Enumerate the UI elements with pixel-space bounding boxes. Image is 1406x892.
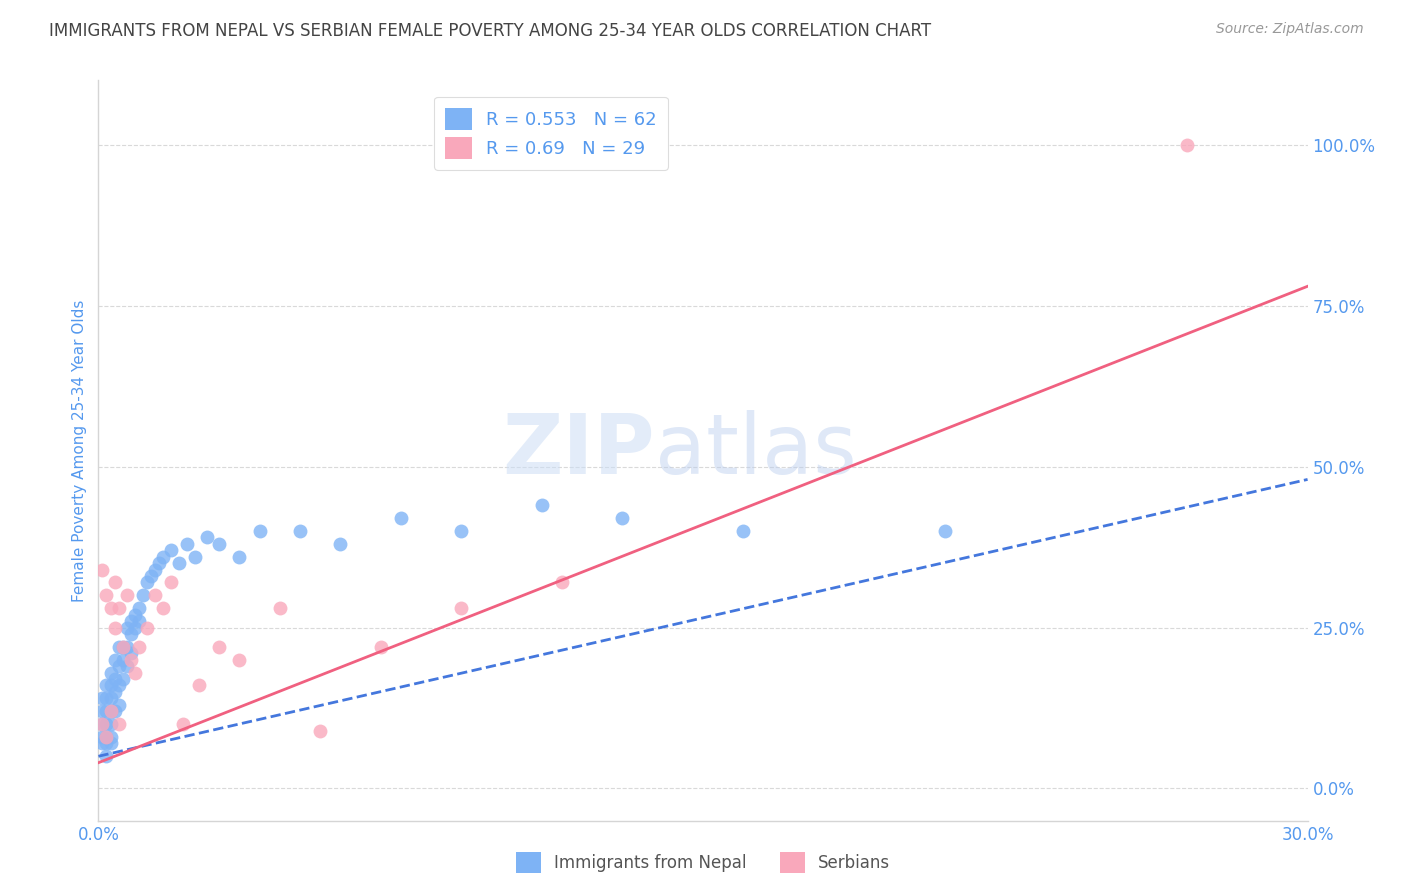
Point [100, 704, 122, 718]
Point [188, 678, 211, 692]
Point [124, 665, 146, 680]
Point [103, 620, 125, 634]
Point [111, 653, 134, 667]
Point [91, 736, 114, 750]
Point [100, 691, 122, 706]
Point [172, 717, 194, 731]
Point [103, 704, 125, 718]
Point [120, 614, 142, 628]
Point [128, 614, 150, 628]
Point [269, 601, 291, 615]
Point [228, 549, 250, 564]
Legend: R = 0.553   N = 62, R = 0.69   N = 29: R = 0.553 N = 62, R = 0.69 N = 29 [434, 96, 668, 169]
Point [208, 537, 231, 551]
Text: atlas: atlas [655, 410, 856, 491]
Point [176, 537, 198, 551]
Point [91, 563, 114, 577]
Point [160, 575, 183, 590]
Point [115, 640, 138, 654]
Point [128, 601, 150, 615]
Point [329, 537, 352, 551]
Point [96, 730, 118, 744]
Point [107, 698, 129, 712]
Point [96, 588, 118, 602]
Point [100, 665, 122, 680]
Point [160, 543, 183, 558]
Point [135, 575, 157, 590]
Point [103, 653, 125, 667]
Point [139, 569, 162, 583]
Point [733, 524, 755, 538]
Point [124, 607, 146, 622]
Point [111, 640, 134, 654]
Point [135, 620, 157, 634]
Point [143, 588, 166, 602]
Point [132, 588, 155, 602]
Point [100, 717, 122, 731]
Point [120, 653, 142, 667]
Point [128, 640, 150, 654]
Point [124, 620, 146, 634]
Point [107, 659, 129, 673]
Point [309, 723, 332, 738]
Point [96, 730, 118, 744]
Point [152, 549, 174, 564]
Point [100, 736, 122, 750]
Point [100, 730, 122, 744]
Point [111, 672, 134, 686]
Y-axis label: Female Poverty Among 25-34 Year Olds: Female Poverty Among 25-34 Year Olds [72, 300, 87, 601]
Point [370, 640, 392, 654]
Point [96, 736, 118, 750]
Point [184, 549, 207, 564]
Point [120, 646, 142, 660]
Point [96, 691, 118, 706]
Point [91, 691, 114, 706]
Point [389, 511, 412, 525]
Point [934, 524, 956, 538]
Point [450, 601, 472, 615]
Point [228, 653, 250, 667]
Point [91, 730, 114, 744]
Point [100, 704, 122, 718]
Point [91, 717, 114, 731]
Point [96, 704, 118, 718]
Point [100, 678, 122, 692]
Point [143, 563, 166, 577]
Point [96, 717, 118, 731]
Point [91, 717, 114, 731]
Point [249, 524, 271, 538]
Point [530, 498, 553, 512]
Point [148, 556, 170, 570]
Text: Source: ZipAtlas.com: Source: ZipAtlas.com [1216, 22, 1364, 37]
Point [1175, 137, 1198, 152]
Point [107, 678, 129, 692]
Point [111, 640, 134, 654]
Point [96, 678, 118, 692]
Point [551, 575, 574, 590]
Point [120, 627, 142, 641]
Point [100, 601, 122, 615]
Point [115, 588, 138, 602]
Point [107, 717, 129, 731]
Point [103, 685, 125, 699]
Point [152, 601, 174, 615]
Point [195, 530, 218, 544]
Text: ZIP: ZIP [502, 410, 655, 491]
Point [167, 556, 190, 570]
Point [115, 620, 138, 634]
Point [107, 640, 129, 654]
Text: IMMIGRANTS FROM NEPAL VS SERBIAN FEMALE POVERTY AMONG 25-34 YEAR OLDS CORRELATIO: IMMIGRANTS FROM NEPAL VS SERBIAN FEMALE … [49, 22, 931, 40]
Point [450, 524, 472, 538]
Point [107, 601, 129, 615]
Point [103, 575, 125, 590]
Point [91, 704, 114, 718]
Point [103, 672, 125, 686]
Point [208, 640, 231, 654]
Point [288, 524, 311, 538]
Point [115, 659, 138, 673]
Point [612, 511, 634, 525]
Legend: Immigrants from Nepal, Serbians: Immigrants from Nepal, Serbians [509, 846, 897, 880]
Point [96, 749, 118, 764]
